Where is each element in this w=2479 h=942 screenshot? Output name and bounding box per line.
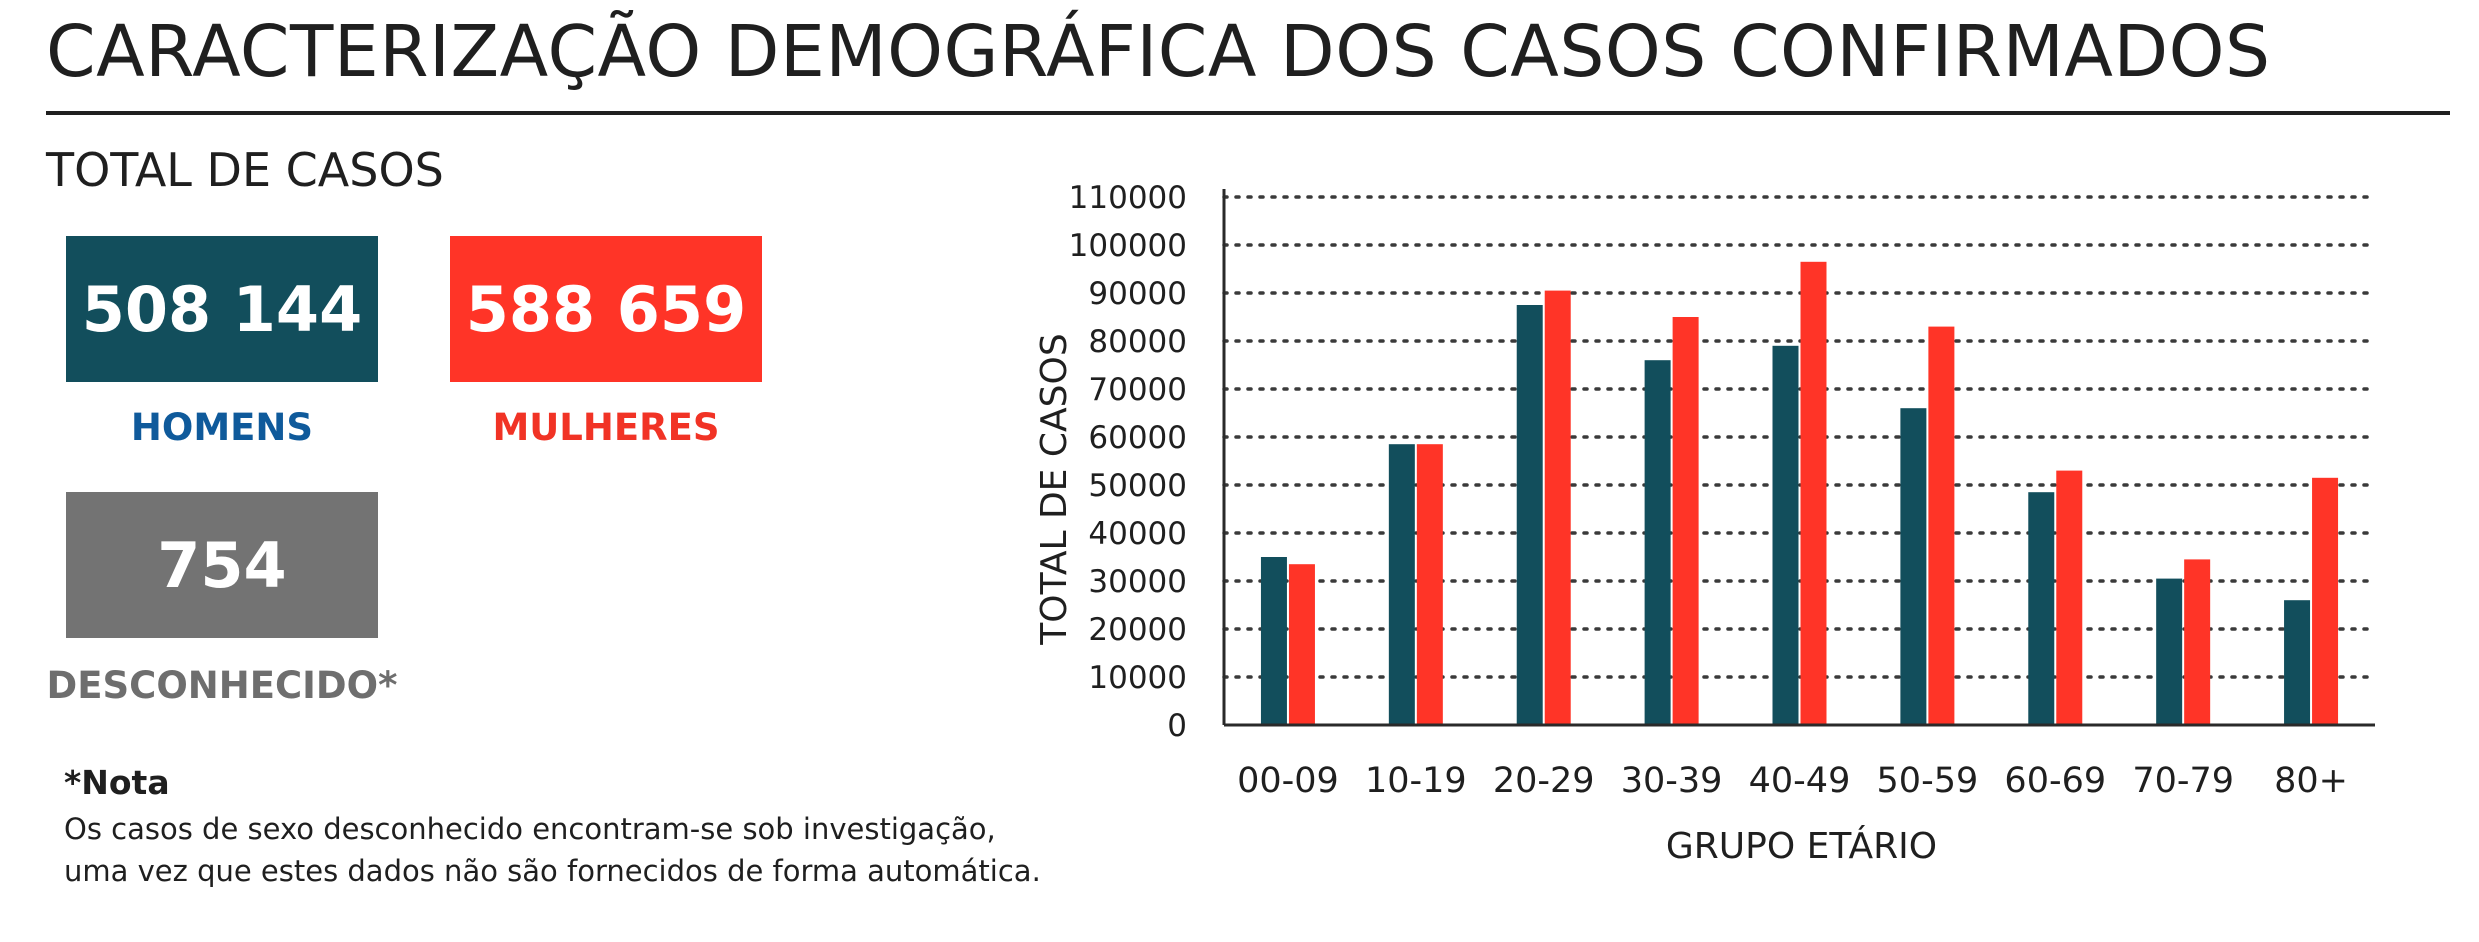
- x-tick-label: 70-79: [2132, 761, 2234, 801]
- note-text: Os casos de sexo desconhecido encontram-…: [64, 808, 1041, 892]
- women-label: MULHERES: [492, 406, 720, 449]
- note-line-1: Os casos de sexo desconhecido encontram-…: [64, 812, 996, 846]
- total-cases-heading: TOTAL DE CASOS: [46, 143, 444, 197]
- x-tick-label: 10-19: [1365, 761, 1467, 801]
- women-total-box: 588 659: [450, 236, 762, 382]
- women-bar-70-79: [2184, 559, 2211, 725]
- y-axis-label: TOTAL DE CASOS: [1034, 333, 1075, 645]
- women-bar-60-69: [2056, 470, 2083, 725]
- men-total-value: 508 144: [81, 272, 363, 346]
- x-tick-label: 50-59: [1877, 761, 1979, 801]
- y-tick-label: 100000: [1069, 228, 1187, 264]
- y-tick-labels: 0 10000 20000 30000 40000 50000 60000 70000 8000…: [1069, 180, 1187, 744]
- y-tick-label: 0: [1167, 708, 1187, 744]
- x-tick-label: 60-69: [2004, 761, 2106, 801]
- men-bar-20-29: [1516, 305, 1543, 725]
- x-tick-label: 30-39: [1621, 761, 1723, 801]
- men-bar-50-59: [1900, 408, 1927, 725]
- men-bar-80+: [2284, 600, 2311, 725]
- x-axis-label: GRUPO ETÁRIO: [1666, 825, 1937, 867]
- x-tick-label: 80+: [2274, 761, 2348, 801]
- women-bar-20-29: [1544, 290, 1571, 725]
- y-tick-label: 50000: [1088, 468, 1187, 504]
- x-tick-labels: 00-09 10-19 20-29 30-39 40-49 50-59 60-69 70-79…: [1237, 761, 2348, 801]
- women-bar-30-39: [1672, 317, 1699, 725]
- women-bar-00-09: [1288, 564, 1315, 725]
- y-tick-label: 70000: [1088, 372, 1187, 408]
- men-bar-10-19: [1388, 444, 1415, 725]
- unknown-total-value: 754: [157, 528, 287, 602]
- page-title: CARACTERIZAÇÃO DEMOGRÁFICA DOS CASOS CON…: [46, 10, 2271, 93]
- men-bar-00-09: [1260, 557, 1287, 725]
- y-tick-label: 90000: [1088, 276, 1187, 312]
- y-tick-label: 30000: [1088, 564, 1187, 600]
- men-total-box: 508 144: [66, 236, 378, 382]
- note-title: *Nota: [64, 763, 170, 802]
- x-tick-label: 00-09: [1237, 761, 1339, 801]
- men-bar-30-39: [1644, 360, 1671, 725]
- x-tick-label: 40-49: [1749, 761, 1851, 801]
- women-bar-50-59: [1928, 326, 1955, 725]
- note-line-2: uma vez que estes dados não são fornecid…: [64, 854, 1041, 888]
- women-bar-40-49: [1800, 261, 1827, 725]
- unknown-total-box: 754: [66, 492, 378, 638]
- men-label: HOMENS: [130, 406, 314, 449]
- title-divider: [46, 111, 2450, 115]
- x-tick-label: 20-29: [1493, 761, 1595, 801]
- y-tick-label: 40000: [1088, 516, 1187, 552]
- men-bar-40-49: [1772, 345, 1799, 725]
- chart-gridlines: [1222, 195, 2377, 679]
- y-tick-label: 60000: [1088, 420, 1187, 456]
- y-tick-label: 10000: [1088, 660, 1187, 696]
- y-tick-label: 20000: [1088, 612, 1187, 648]
- y-tick-label: 110000: [1069, 180, 1187, 216]
- women-bar-80+: [2312, 477, 2339, 725]
- chart-bars: [1260, 261, 2339, 725]
- unknown-label: DESCONHECIDO*: [46, 664, 398, 707]
- men-bar-60-69: [2028, 492, 2055, 725]
- men-bar-70-79: [2156, 578, 2183, 725]
- y-tick-label: 80000: [1088, 324, 1187, 360]
- women-total-value: 588 659: [465, 272, 747, 346]
- women-bar-10-19: [1416, 444, 1443, 725]
